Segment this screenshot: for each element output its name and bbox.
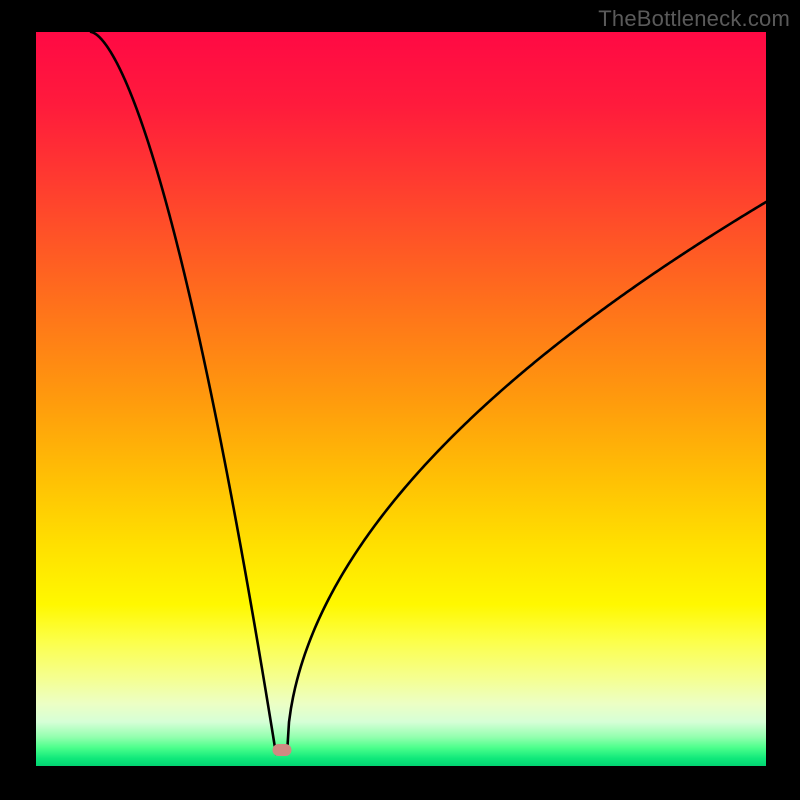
watermark-text: TheBottleneck.com: [598, 6, 790, 32]
plot-svg: [36, 32, 766, 766]
plot-area: [36, 32, 766, 766]
optimum-marker: [273, 744, 292, 756]
gradient-background: [36, 32, 766, 766]
chart-container: TheBottleneck.com: [0, 0, 800, 800]
